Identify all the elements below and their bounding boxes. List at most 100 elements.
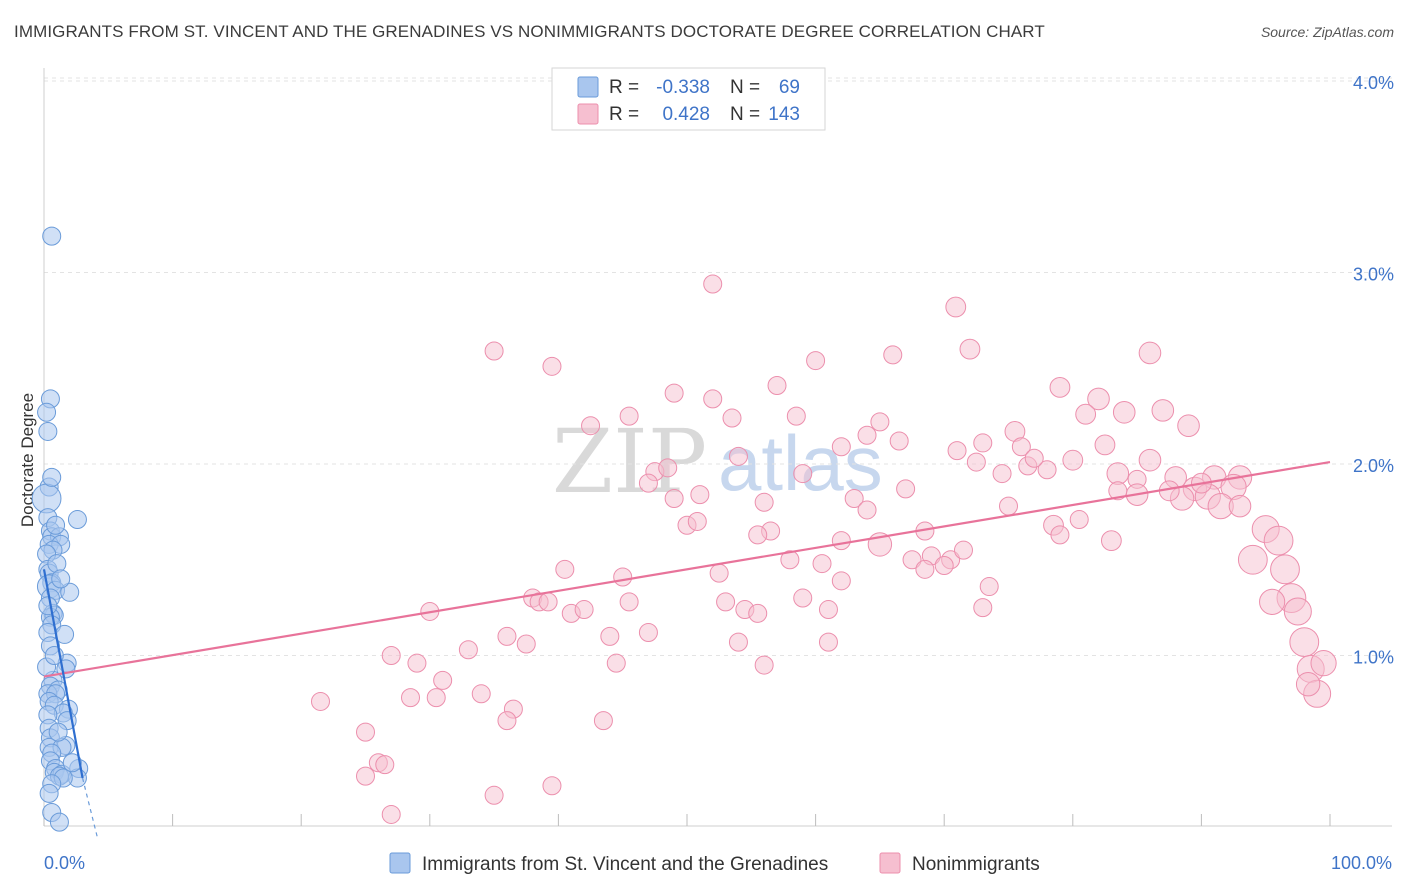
nonimmigrants-trend-line	[43, 460, 1331, 678]
x-tick-label-min: 0.0%	[44, 853, 85, 873]
nonimmigrant-point	[381, 646, 401, 665]
nonimmigrant-point	[1259, 588, 1286, 615]
nonimmigrant-point	[619, 406, 639, 426]
nonimmigrant-point	[606, 653, 626, 673]
nonimmigrant-point	[471, 684, 491, 704]
nonimmigrant-point	[728, 632, 748, 652]
nonimmigrant-point	[658, 458, 678, 478]
legend-n-label: N =	[730, 104, 760, 125]
nonimmigrant-point	[945, 296, 967, 318]
nonimmigrant-point	[831, 531, 851, 551]
nonimmigrant-point	[915, 559, 935, 579]
nonimmigrant-point	[542, 776, 562, 796]
nonimmigrant-point	[574, 600, 594, 620]
nonimmigrant-point	[638, 623, 658, 643]
nonimmigrant-point	[1228, 494, 1252, 518]
legend-n-label: N =	[730, 77, 760, 98]
legend-swatch-immigrants	[577, 76, 599, 98]
nonimmigrant-point	[542, 356, 562, 376]
y-tick-label: 1.0%	[1353, 648, 1394, 668]
bottom-legend-label-immigrants: Immigrants from St. Vincent and the Gren…	[422, 854, 828, 875]
nonimmigrant-point	[497, 711, 517, 731]
nonimmigrant-point	[1106, 462, 1130, 485]
nonimmigrant-point	[1050, 525, 1070, 545]
nonimmigrant-point	[484, 785, 504, 805]
nonimmigrant-point	[600, 626, 620, 646]
immigrant-point	[62, 753, 82, 773]
nonimmigrant-point	[1138, 448, 1162, 472]
nonimmigrant-point	[1177, 414, 1200, 438]
bottom-legend-swatch-nonimmigrants	[879, 852, 901, 874]
legend-r-label: R =	[609, 104, 639, 125]
trend-lines	[42, 460, 1331, 841]
immigrant-point	[46, 515, 66, 535]
nonimmigrant-point	[1112, 400, 1136, 424]
nonimmigrant-point	[310, 691, 330, 711]
nonimmigrant-point	[703, 274, 723, 294]
immigrant-point	[38, 596, 58, 616]
nonimmigrant-point	[1138, 341, 1162, 365]
nonimmigrant-point	[754, 492, 774, 512]
nonimmigrant-point	[709, 563, 729, 583]
nonimmigrant-point	[806, 351, 826, 371]
nonimmigrant-point	[716, 592, 736, 612]
nonimmigrant-point	[664, 488, 684, 508]
nonimmigrant-point	[1295, 672, 1321, 697]
x-tick-label-max: 100.0%	[1331, 853, 1392, 873]
bottom-legend-swatch-immigrants	[389, 852, 411, 874]
chart-source: Source: ZipAtlas.com	[1260, 24, 1394, 40]
nonimmigrant-point	[1075, 403, 1097, 425]
y-tick-label: 3.0%	[1353, 265, 1394, 285]
nonimmigrant-point	[638, 473, 658, 493]
immigrant-point	[42, 467, 62, 487]
nonimmigrant-point	[902, 550, 922, 570]
chart-title: IMMIGRANTS FROM ST. VINCENT AND THE GREN…	[14, 22, 1045, 41]
nonimmigrant-point	[1100, 530, 1122, 551]
nonimmigrant-point	[1289, 627, 1320, 657]
nonimmigrant-point	[516, 634, 536, 654]
nonimmigrant-point	[767, 375, 787, 395]
nonimmigrant-point	[484, 341, 504, 361]
y-tick-labels: 1.0% 2.0% 3.0% 4.0%	[1353, 73, 1394, 668]
nonimmigrant-point	[818, 600, 838, 620]
nonimmigrant-point	[889, 431, 909, 451]
nonimmigrant-point	[555, 559, 575, 579]
legend-n-value: 143	[768, 104, 800, 125]
nonimmigrant-point	[748, 525, 768, 545]
nonimmigrant-point	[426, 688, 446, 708]
immigrant-point	[67, 510, 87, 530]
nonimmigrant-point	[999, 496, 1018, 516]
nonimmigrant-point	[1151, 399, 1175, 422]
nonimmigrant-point	[381, 804, 401, 824]
immigrant-point	[51, 569, 71, 589]
nonimmigrant-point	[831, 437, 851, 457]
nonimmigrant-point	[780, 550, 800, 570]
nonimmigrant-point	[793, 588, 813, 608]
legend-swatch-nonimmigrants	[577, 103, 599, 125]
nonimmigrant-point	[375, 755, 395, 775]
legend-n-value: 69	[779, 77, 800, 98]
nonimmigrant-point	[1069, 510, 1089, 530]
nonimmigrant-point	[973, 598, 993, 618]
nonimmigrant-point	[857, 425, 877, 445]
y-tick-label: 4.0%	[1353, 73, 1394, 93]
nonimmigrant-point	[883, 345, 903, 365]
x-tick-marks	[43, 814, 1331, 826]
nonimmigrant-point	[538, 592, 558, 612]
nonimmigrant-point	[1237, 544, 1268, 575]
y-axis-label: Doctorate Degree	[18, 393, 37, 527]
nonimmigrant-point	[1049, 377, 1071, 398]
immigrants-trend-line	[42, 569, 84, 779]
immigrants-points	[31, 226, 89, 832]
immigrant-point	[37, 402, 57, 422]
nonimmigrant-point	[844, 488, 864, 508]
nonimmigrant-point	[1310, 650, 1337, 677]
nonimmigrant-point	[1263, 525, 1294, 556]
legend-r-value: -0.338	[656, 77, 710, 98]
nonimmigrant-point	[722, 408, 742, 428]
y-tick-label: 2.0%	[1353, 456, 1394, 476]
nonimmigrant-point	[497, 626, 517, 646]
nonimmigrant-point	[1270, 554, 1300, 585]
immigrant-point	[60, 582, 80, 602]
nonimmigrant-point	[959, 338, 981, 360]
